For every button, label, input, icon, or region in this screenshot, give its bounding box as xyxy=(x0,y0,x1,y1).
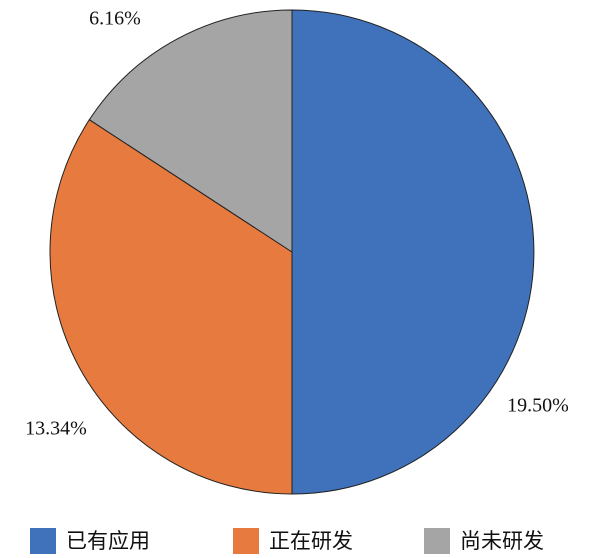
pie-slice xyxy=(291,9,535,495)
legend-swatch xyxy=(424,528,450,554)
pie-slice xyxy=(88,9,293,253)
legend-label: 已有应用 xyxy=(66,529,150,553)
data-label: 6.16% xyxy=(89,8,141,30)
data-label: 19.50% xyxy=(507,395,569,417)
legend-label: 正在研发 xyxy=(269,529,353,553)
legend-swatch xyxy=(233,528,259,554)
pie-slice xyxy=(49,119,293,495)
data-label: 13.34% xyxy=(25,418,87,440)
legend-swatch xyxy=(30,528,56,554)
legend-label: 尚未研发 xyxy=(460,529,544,553)
